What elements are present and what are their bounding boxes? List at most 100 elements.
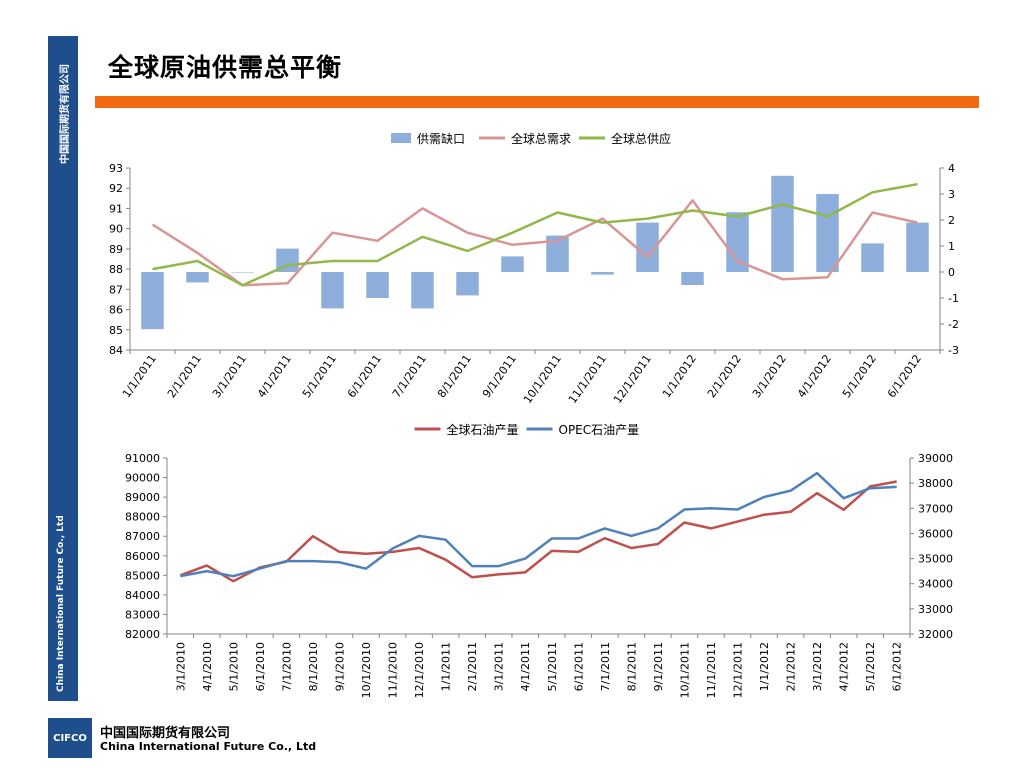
page-title: 全球原油供需总平衡 <box>108 53 343 82</box>
x-axis-category-label: 4/1/2011 <box>255 352 294 400</box>
gap-bar <box>411 272 434 309</box>
left-axis-tick-label: 90000 <box>125 472 160 485</box>
right-axis-tick-label: 4 <box>948 162 955 175</box>
x-axis-category-label: 5/1/2010 <box>227 642 240 691</box>
x-axis-category-label: 9/1/2011 <box>480 352 519 400</box>
right-axis-tick-label: 1 <box>948 240 955 253</box>
series-line <box>151 199 918 287</box>
right-axis-tick-label: 3 <box>948 188 955 201</box>
x-axis-category-label: 5/1/2012 <box>864 642 877 691</box>
x-axis-category-label: 1/1/2012 <box>758 642 771 691</box>
series-line <box>179 480 897 583</box>
x-axis-category-label: 3/1/2010 <box>174 642 187 691</box>
x-axis-category-label: 10/1/2011 <box>678 642 691 698</box>
left-axis-tick-label: 88 <box>109 263 123 276</box>
gap-bar <box>321 272 344 309</box>
x-axis-category-label: 1/1/2011 <box>120 352 159 400</box>
left-axis-tick-label: 91000 <box>125 452 160 465</box>
x-axis-category-label: 6/1/2011 <box>572 642 585 691</box>
x-axis-category-label: 1/1/2012 <box>660 352 699 400</box>
x-axis-category-label: 8/1/2011 <box>435 352 474 400</box>
legend-label: 全球总需求 <box>511 131 571 146</box>
x-axis-category-label: 12/1/2010 <box>413 642 426 698</box>
left-axis-tick-label: 85 <box>109 324 123 337</box>
legend-label: OPEC石油产量 <box>559 423 640 437</box>
gap-bar <box>231 272 254 273</box>
right-axis-tick-label: 38000 <box>918 477 953 490</box>
x-axis-category-label: 7/1/2010 <box>280 642 293 691</box>
left-axis-tick-label: 92 <box>109 182 123 195</box>
x-axis-category-label: 8/1/2010 <box>307 642 320 691</box>
x-axis-category-label: 3/1/2012 <box>750 352 789 400</box>
x-axis-category-label: 1/1/2011 <box>440 642 453 691</box>
x-axis-category-label: 6/1/2012 <box>891 642 904 691</box>
right-axis-tick-label: 35000 <box>918 553 953 566</box>
gap-bar <box>906 222 929 272</box>
right-axis-tick-label: 33000 <box>918 603 953 616</box>
left-axis-tick-label: 89 <box>109 243 123 256</box>
right-axis-tick-label: 2 <box>948 214 955 227</box>
x-axis-category-label: 11/1/2011 <box>705 642 718 698</box>
title-underline-bar <box>95 96 979 108</box>
x-axis-category-label: 9/1/2010 <box>333 642 346 691</box>
x-axis-category-label: 6/1/2012 <box>885 352 924 400</box>
left-axis-tick-label: 86000 <box>125 550 160 563</box>
gap-bar <box>501 256 524 272</box>
left-axis-tick-label: 84000 <box>125 589 160 602</box>
right-axis-tick-label: -2 <box>948 318 959 331</box>
left-axis-tick-label: 83000 <box>125 608 160 621</box>
left-axis-tick-label: 89000 <box>125 491 160 504</box>
right-axis-tick-label: -1 <box>948 292 959 305</box>
x-axis-category-label: 4/1/2011 <box>519 642 532 691</box>
gap-bar <box>816 194 839 272</box>
right-axis-tick-label: -3 <box>948 344 959 357</box>
x-axis-category-label: 4/1/2010 <box>201 642 214 691</box>
x-axis-category-label: 6/1/2011 <box>345 352 384 400</box>
left-axis-tick-label: 91 <box>109 202 123 215</box>
right-axis-tick-label: 0 <box>948 266 955 279</box>
left-axis-tick-label: 88000 <box>125 511 160 524</box>
gap-bar <box>681 272 704 285</box>
gap-bar <box>591 272 614 275</box>
right-axis-tick-label: 32000 <box>918 628 953 641</box>
footer-company-cn: 中国国际期货有限公司 <box>100 726 231 741</box>
x-axis-category-label: 12/1/2011 <box>611 352 654 406</box>
legend-swatch <box>391 133 411 143</box>
left-axis-tick-label: 87000 <box>125 530 160 543</box>
x-axis-category-label: 8/1/2011 <box>625 642 638 691</box>
x-axis-category-label: 6/1/2010 <box>254 642 267 691</box>
legend-label: 全球总供应 <box>611 131 671 146</box>
x-axis-category-label: 4/1/2012 <box>795 352 834 400</box>
x-axis-category-label: 5/1/2011 <box>300 352 339 400</box>
x-axis-category-label: 2/1/2012 <box>785 642 798 691</box>
x-axis-category-label: 10/1/2011 <box>521 352 564 406</box>
cifco-logo: CIFCO <box>48 718 92 758</box>
gap-bar <box>276 248 299 272</box>
x-axis-category-label: 3/1/2011 <box>493 642 506 691</box>
left-axis-tick-label: 93 <box>109 162 123 175</box>
left-axis-tick-label: 82000 <box>125 628 160 641</box>
footer-company-en: China International Future Co., Ltd <box>100 740 317 753</box>
x-axis-category-label: 3/1/2012 <box>811 642 824 691</box>
x-axis-category-label: 5/1/2011 <box>546 642 559 691</box>
gap-bar <box>771 175 794 272</box>
x-axis-category-label: 3/1/2011 <box>210 352 249 400</box>
x-axis-category-label: 4/1/2012 <box>838 642 851 691</box>
x-axis-category-label: 7/1/2011 <box>390 352 429 400</box>
gap-bar <box>141 272 164 330</box>
x-axis-category-label: 12/1/2011 <box>732 642 745 698</box>
series-line <box>180 471 897 578</box>
left-axis-tick-label: 87 <box>109 283 123 296</box>
series-line <box>152 182 918 287</box>
x-axis-category-label: 9/1/2011 <box>652 642 665 691</box>
gap-bar <box>726 212 749 272</box>
right-axis-tick-label: 39000 <box>918 452 953 465</box>
left-axis-tick-label: 86 <box>109 304 123 317</box>
x-axis-category-label: 2/1/2012 <box>705 352 744 400</box>
right-axis-tick-label: 37000 <box>918 502 953 515</box>
right-axis-tick-label: 34000 <box>918 578 953 591</box>
gap-bar <box>546 235 569 272</box>
legend-label: 供需缺口 <box>417 131 465 146</box>
left-axis-tick-label: 85000 <box>125 569 160 582</box>
